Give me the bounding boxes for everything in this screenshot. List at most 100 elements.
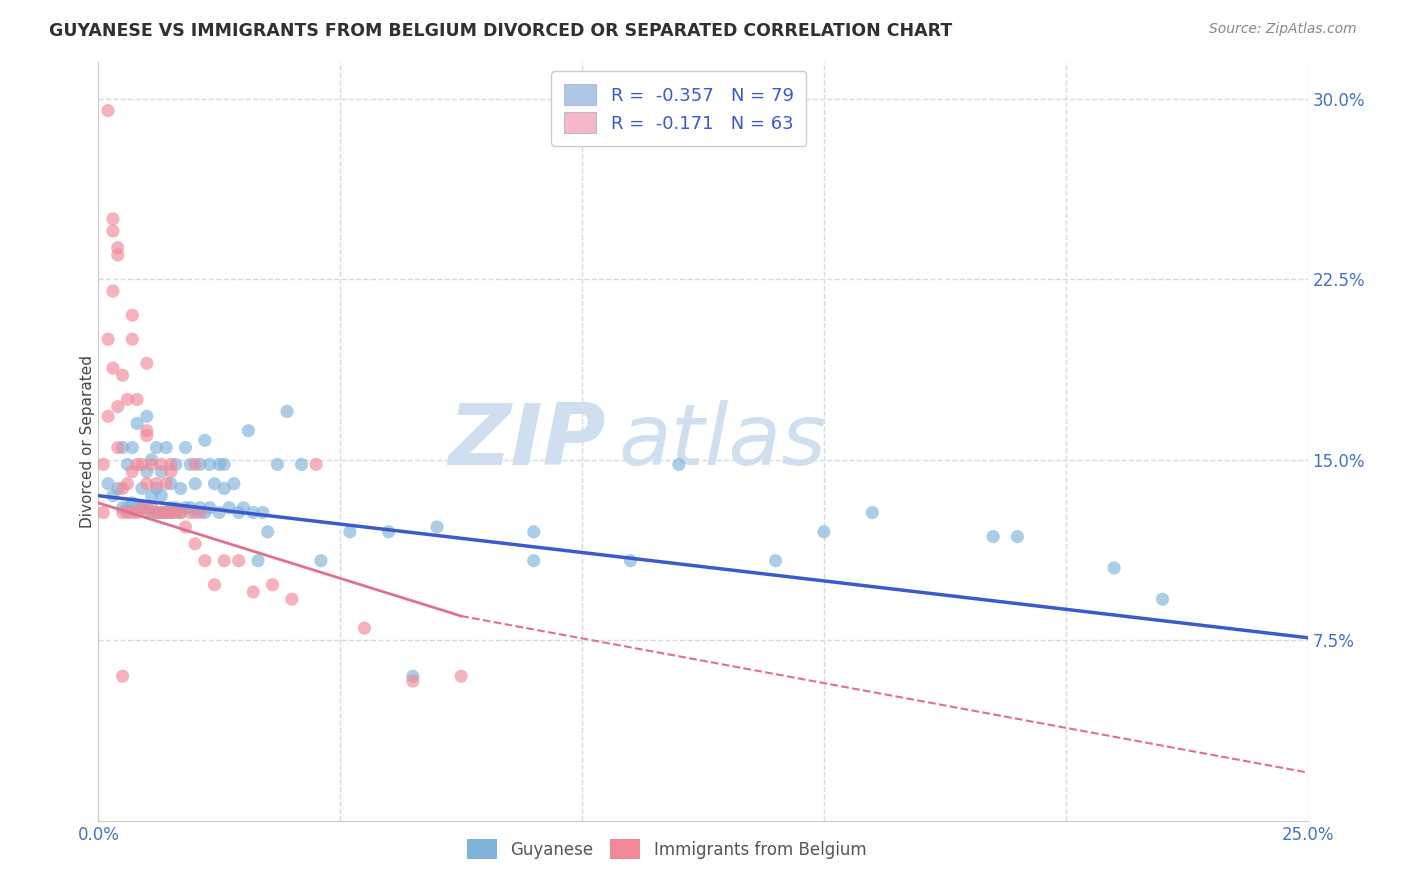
Point [131, 458, 153, 472]
Point [141, 489, 163, 503]
Point [188, 500, 211, 515]
Point [101, 489, 124, 503]
Point [242, 506, 264, 520]
Point [145, 506, 167, 520]
Point [160, 506, 183, 520]
Point [141, 452, 163, 467]
Point [111, 441, 134, 455]
Point [135, 356, 157, 370]
Point [121, 465, 143, 479]
Point [179, 458, 201, 472]
Point [169, 482, 191, 496]
Point [165, 506, 187, 520]
Point [117, 458, 139, 472]
Point [121, 496, 143, 510]
Point [127, 392, 149, 407]
Point [165, 458, 187, 472]
Text: GUYANESE VS IMMIGRANTS FROM BELGIUM DIVORCED OR SEPARATED CORRELATION CHART: GUYANESE VS IMMIGRANTS FROM BELGIUM DIVO… [49, 22, 952, 40]
Point [169, 506, 191, 520]
Point [402, 673, 425, 688]
Point [145, 441, 167, 455]
Point [204, 476, 226, 491]
Point [208, 506, 231, 520]
Point [121, 506, 143, 520]
Point [127, 500, 149, 515]
Point [155, 506, 177, 520]
Point [135, 506, 157, 520]
Point [160, 458, 183, 472]
Point [141, 458, 163, 472]
Point [107, 241, 129, 255]
Point [101, 361, 124, 376]
Point [860, 506, 883, 520]
Point [353, 621, 375, 635]
Point [523, 524, 546, 539]
Legend: Guyanese, Immigrants from Belgium: Guyanese, Immigrants from Belgium [461, 833, 873, 865]
Point [619, 554, 641, 568]
Point [127, 458, 149, 472]
Point [150, 506, 173, 520]
Point [155, 441, 177, 455]
Text: atlas: atlas [619, 400, 827, 483]
Point [242, 585, 264, 599]
Point [402, 669, 425, 683]
Point [131, 500, 153, 515]
Point [179, 506, 201, 520]
Point [281, 592, 304, 607]
Point [247, 554, 270, 568]
Point [101, 224, 124, 238]
Point [290, 458, 312, 472]
Point [184, 506, 207, 520]
Point [111, 669, 134, 683]
Point [121, 332, 143, 346]
Point [813, 524, 835, 539]
Point [141, 506, 163, 520]
Point [198, 500, 221, 515]
Point [155, 506, 177, 520]
Point [194, 554, 217, 568]
Point [135, 500, 157, 515]
Point [204, 578, 226, 592]
Point [305, 458, 328, 472]
Point [117, 392, 139, 407]
Point [184, 476, 207, 491]
Point [107, 248, 129, 262]
Point [208, 458, 231, 472]
Point [97, 103, 120, 118]
Point [91, 506, 114, 520]
Point [111, 506, 134, 520]
Point [127, 417, 149, 431]
Point [141, 500, 163, 515]
Point [339, 524, 361, 539]
Point [131, 500, 153, 515]
Point [198, 458, 221, 472]
Point [150, 506, 173, 520]
Point [377, 524, 399, 539]
Point [107, 482, 129, 496]
Point [228, 506, 250, 520]
Point [135, 409, 157, 424]
Y-axis label: Divorced or Separated: Divorced or Separated [80, 355, 94, 528]
Point [117, 500, 139, 515]
Point [238, 424, 260, 438]
Point [111, 368, 134, 383]
Point [252, 506, 274, 520]
Point [160, 476, 183, 491]
Point [101, 211, 124, 226]
Point [117, 476, 139, 491]
Point [121, 441, 143, 455]
Point [111, 500, 134, 515]
Point [160, 506, 183, 520]
Point [218, 500, 240, 515]
Point [212, 482, 235, 496]
Point [188, 506, 211, 520]
Point [212, 458, 235, 472]
Point [179, 500, 201, 515]
Point [135, 424, 157, 438]
Point [155, 476, 177, 491]
Point [97, 409, 120, 424]
Point [121, 308, 143, 322]
Point [135, 476, 157, 491]
Point [184, 458, 207, 472]
Point [194, 434, 217, 448]
